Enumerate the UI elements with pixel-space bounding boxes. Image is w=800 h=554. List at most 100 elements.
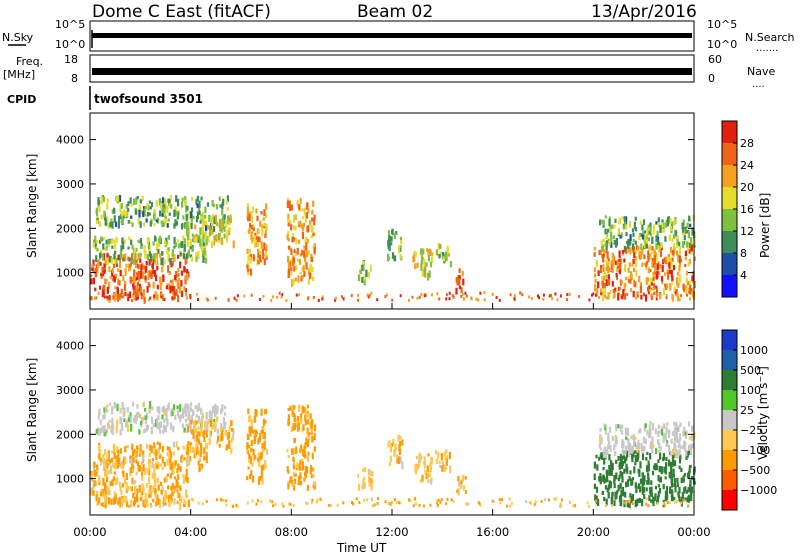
- power-colorbar-swatch-6: [722, 143, 737, 165]
- freq-unit-label: [MHz]: [3, 68, 35, 81]
- velocity-colorbar-tick-label-2: −100: [740, 444, 770, 457]
- power-y-axis: 1000 2000 3000 4000: [56, 134, 694, 280]
- velocity-region-9: [435, 449, 452, 474]
- power-region-12: [599, 215, 696, 253]
- power-region-4: [246, 203, 268, 276]
- cpid-label: CPID: [7, 93, 36, 106]
- nsky-label: N.Sky: [2, 31, 34, 44]
- velocity-colorbar-tick-label-1: −500: [740, 464, 770, 477]
- time-tick-label-6: 00:00: [677, 525, 710, 539]
- velocity-colorbar-tick-label-4: 25: [740, 404, 754, 417]
- velocity-colorbar-swatch-8: [722, 330, 737, 350]
- power-ytick-label-1: 2000: [56, 222, 84, 235]
- nsky-band: [92, 33, 692, 38]
- power-colorbar-tick-label-2: 12: [740, 225, 754, 238]
- velocity-colorbar-swatch-7: [722, 350, 737, 370]
- velocity-region-6: [356, 467, 374, 491]
- velocity-colorbar-tick-label-7: 1000: [740, 344, 768, 357]
- power-colorbar-swatch-2: [722, 231, 737, 253]
- date-label: 13/Apr/2016: [591, 2, 697, 22]
- nsky-tick-top: 10^5: [55, 18, 85, 31]
- nave-tick-bottom: 0: [708, 72, 715, 85]
- nave-label: Nave: [747, 65, 775, 78]
- power-ground-speckle: [93, 291, 694, 302]
- velocity-region-7: [387, 434, 404, 470]
- power-colorbar-tick-label-3: 16: [740, 203, 754, 216]
- velocity-ytick-label-3: 4000: [56, 340, 84, 353]
- velocity-colorbar-swatch-6: [722, 370, 737, 390]
- power-region-6: [357, 259, 372, 286]
- freq-panel-frame: [89, 54, 695, 83]
- power-colorbar-swatch-1: [722, 253, 737, 275]
- freq-band: [92, 68, 692, 75]
- power-colorbar-tick-label-5: 24: [740, 159, 754, 172]
- velocity-colorbar-swatch-0: [722, 490, 737, 510]
- velocity-panel: [90, 401, 696, 511]
- nave-legend-dots: ....: [752, 79, 765, 90]
- beam-label: Beam 02: [357, 2, 433, 22]
- velocity-colorbar-tick-label-0: −1000: [740, 484, 777, 497]
- nsky-trace: [91, 30, 692, 48]
- power-colorbar-swatch-4: [722, 187, 737, 209]
- power-region-8: [412, 248, 434, 281]
- time-tick-label-2: 08:00: [275, 525, 308, 539]
- nsearch-legend-dots: .......: [756, 43, 778, 54]
- freq-tick-top: 18: [64, 53, 78, 66]
- power-colorbar-swatch-3: [722, 209, 737, 231]
- velocity-region-8: [414, 453, 433, 485]
- power-region-10: [455, 268, 465, 295]
- velocity-region-4: [246, 408, 269, 485]
- velocity-colorbar-swatch-1: [722, 470, 737, 490]
- nsearch-tick-bottom: 10^0: [707, 38, 737, 51]
- velocity-colorbar-swatch-5: [722, 390, 737, 410]
- velocity-colorbar: −1000 −500 −100 −25 25 100 500 1000: [721, 329, 777, 511]
- time-tick-label-5: 20:00: [577, 525, 610, 539]
- power-ytick-label-2: 3000: [56, 178, 84, 191]
- nave-tick-top: 60: [708, 53, 722, 66]
- velocity-colorbar-swatch-3: [722, 430, 737, 450]
- velocity-ytick-label-2: 3000: [56, 384, 84, 397]
- velocity-colorbar-label: Velocity [m s−1]: [756, 366, 770, 460]
- time-tick-label-1: 04:00: [174, 525, 207, 539]
- power-colorbar-swatch-5: [722, 165, 737, 187]
- power-ytick-label-0: 1000: [56, 267, 84, 280]
- freq-label: Freq.: [16, 55, 43, 68]
- velocity-y-axis: 1000 2000 3000 4000: [56, 340, 694, 486]
- power-colorbar-swatch-7: [722, 121, 737, 143]
- time-tick-label-0: 00:00: [73, 525, 106, 539]
- velocity-region-11: [593, 449, 696, 509]
- power-colorbar-tick-label-1: 8: [740, 247, 747, 260]
- freq-trace: [92, 68, 692, 75]
- velocity-y-label: Slant Range [km]: [25, 358, 39, 462]
- noise-panel-frame: [89, 20, 695, 52]
- power-region-3: [186, 214, 235, 249]
- velocity-region-10: [456, 475, 468, 496]
- velocity-ytick-label-1: 2000: [56, 428, 84, 441]
- power-region-7: [387, 228, 403, 262]
- nsky-tick-bottom: 10^0: [55, 38, 85, 51]
- nsearch-label: N.Search: [745, 31, 795, 44]
- time-axis-label: Time UT: [336, 541, 387, 554]
- power-y-label: Slant Range [km]: [25, 154, 39, 258]
- velocity-colorbar-tick-label-5: 100: [740, 384, 761, 397]
- radar-title: Dome C East (fitACF): [92, 2, 271, 22]
- velocity-region-3: [185, 418, 235, 455]
- cpid-value: twofsound 3501: [94, 92, 203, 106]
- power-colorbar: 4 8 12 16 20 24 28: [721, 120, 754, 298]
- velocity-colorbar-tick-label-3: −25: [740, 424, 763, 437]
- power-colorbar-tick-label-0: 4: [740, 269, 747, 282]
- velocity-ytick-label-0: 1000: [56, 473, 84, 486]
- velocity-region-5: [286, 404, 317, 491]
- velocity-colorbar-frame: [721, 329, 738, 511]
- power-colorbar-swatch-0: [722, 275, 737, 297]
- velocity-colorbar-swatch-4: [722, 410, 737, 430]
- power-region-5: [286, 197, 316, 287]
- power-panel: [90, 195, 696, 304]
- velocity-colorbar-swatch-2: [722, 450, 737, 470]
- power-region-1: [92, 235, 208, 266]
- power-colorbar-tick-label-6: 28: [740, 137, 754, 150]
- velocity-ground-speckle: [96, 497, 690, 508]
- time-axis: 00:00 04:00 08:00 12:00 16:00 20:00 00:00: [73, 303, 711, 539]
- power-colorbar-label: Power [dB]: [758, 193, 772, 258]
